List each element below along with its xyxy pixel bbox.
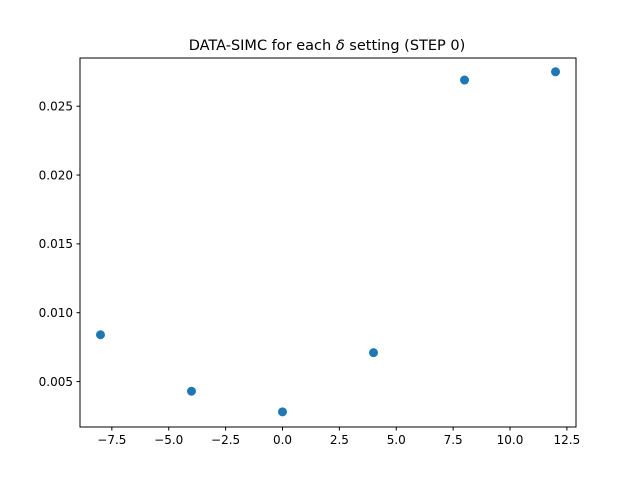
data-point — [95, 330, 105, 340]
x-tick-label: −7.5 — [97, 433, 126, 447]
x-tick-label: 12.5 — [554, 433, 581, 447]
x-tick-label: 10.0 — [497, 433, 524, 447]
x-tick-label: 2.5 — [330, 433, 349, 447]
data-point — [460, 75, 470, 85]
data-point — [186, 386, 196, 396]
x-tick-label: 7.5 — [444, 433, 463, 447]
chart-title-symbol: δ — [336, 38, 345, 54]
x-tick-label: −5.0 — [154, 433, 183, 447]
chart-title-suffix: setting (STEP 0) — [345, 38, 466, 54]
y-tick-label: 0.015 — [39, 237, 73, 251]
chart-title-prefix: DATA-SIMC for each — [189, 38, 336, 54]
data-point — [277, 407, 287, 417]
x-tick-label: −2.5 — [211, 433, 240, 447]
y-tick-label: 0.020 — [39, 168, 73, 182]
y-tick-label: 0.005 — [39, 375, 73, 389]
x-tick-label: 0.0 — [273, 433, 292, 447]
data-point — [369, 348, 379, 358]
y-tick-label: 0.025 — [39, 99, 73, 113]
data-point — [551, 67, 561, 77]
x-tick-label: 5.0 — [387, 433, 406, 447]
chart-title: DATA-SIMC for each δ setting (STEP 0) — [189, 38, 466, 54]
plot-frame — [79, 57, 577, 428]
y-tick-label: 0.010 — [39, 306, 73, 320]
